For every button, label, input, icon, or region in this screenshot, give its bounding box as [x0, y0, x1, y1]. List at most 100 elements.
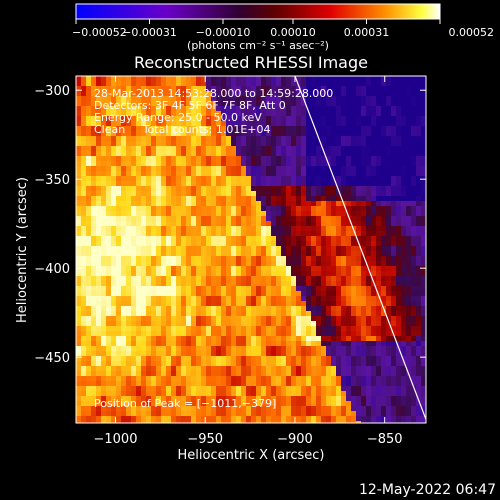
heatmap-cell [246, 116, 252, 122]
heatmap-cell [236, 311, 242, 317]
heatmap-cell [121, 161, 127, 167]
heatmap-cell [301, 216, 307, 222]
heatmap-cell [351, 386, 357, 392]
heatmap-cell [421, 241, 426, 247]
heatmap-cell [356, 276, 362, 282]
heatmap-cell [231, 416, 237, 422]
heatmap-cell [286, 206, 292, 212]
heatmap-cell [296, 151, 302, 157]
heatmap-cell [331, 86, 337, 92]
heatmap-cell [406, 101, 412, 107]
heatmap-cell [201, 181, 207, 187]
heatmap-cell [171, 236, 177, 242]
heatmap-cell [281, 396, 287, 402]
heatmap-cell [321, 246, 327, 252]
heatmap-cell [146, 281, 152, 287]
heatmap-cell [286, 266, 292, 272]
heatmap-cell [406, 346, 412, 352]
heatmap-cell [216, 196, 222, 202]
heatmap-cell [136, 196, 142, 202]
heatmap-cell [221, 331, 227, 337]
heatmap-cell [266, 386, 272, 392]
heatmap-cell [116, 131, 122, 137]
heatmap-cell [376, 391, 382, 397]
heatmap-cell [371, 306, 377, 312]
heatmap-cell [331, 101, 337, 107]
heatmap-cell [256, 146, 262, 152]
heatmap-cell [101, 201, 107, 207]
heatmap-cell [126, 336, 132, 342]
heatmap-cell [241, 361, 247, 367]
heatmap-cell [121, 106, 127, 112]
heatmap-cell [156, 351, 162, 357]
heatmap-cell [346, 176, 352, 182]
heatmap-cell [291, 271, 297, 277]
heatmap-cell [201, 206, 207, 212]
heatmap-cell [286, 211, 292, 217]
heatmap-cell [341, 151, 347, 157]
heatmap-cell [186, 341, 192, 347]
heatmap-cell [141, 146, 147, 152]
heatmap-cell [136, 221, 142, 227]
heatmap-cell [286, 231, 292, 237]
heatmap-cell [196, 96, 202, 102]
heatmap-cell [101, 301, 107, 307]
heatmap-cell [416, 411, 422, 417]
heatmap-cell [291, 336, 297, 342]
heatmap-cell [296, 371, 302, 377]
heatmap-cell [126, 176, 132, 182]
heatmap-cell [376, 136, 382, 142]
heatmap-cell [301, 276, 307, 282]
heatmap-cell [246, 356, 252, 362]
heatmap-cell [186, 221, 192, 227]
heatmap-cell [181, 421, 187, 423]
heatmap-cell [256, 376, 262, 382]
heatmap-cell [91, 256, 97, 262]
heatmap-cell [171, 86, 177, 92]
heatmap-cell [86, 131, 92, 137]
heatmap-cell [101, 176, 107, 182]
heatmap-cell [106, 116, 112, 122]
heatmap-cell [336, 231, 342, 237]
heatmap-cell [146, 261, 152, 267]
heatmap-cell [326, 171, 332, 177]
heatmap-cell [251, 166, 257, 172]
heatmap-cell [151, 326, 157, 332]
heatmap-cell [296, 346, 302, 352]
heatmap-cell [366, 336, 372, 342]
heatmap-cell [371, 271, 377, 277]
heatmap-cell [336, 191, 342, 197]
heatmap-cell [236, 411, 242, 417]
heatmap-cell [231, 246, 237, 252]
heatmap-cell [291, 296, 297, 302]
heatmap-cell [206, 131, 212, 137]
heatmap-cell [216, 386, 222, 392]
heatmap-cell [176, 291, 182, 297]
heatmap-cell [286, 351, 292, 357]
heatmap-cell [151, 161, 157, 167]
heatmap-cell [186, 331, 192, 337]
heatmap-cell [186, 261, 192, 267]
heatmap-cell [421, 361, 426, 367]
heatmap-cell [351, 141, 357, 147]
heatmap-cell [221, 386, 227, 392]
heatmap-cell [341, 211, 347, 217]
heatmap-cell [396, 221, 402, 227]
heatmap-cell [341, 271, 347, 277]
heatmap-cell [146, 96, 152, 102]
heatmap-cell [256, 316, 262, 322]
heatmap-cell [371, 176, 377, 182]
heatmap-cell [176, 381, 182, 387]
heatmap-cell [191, 136, 197, 142]
heatmap-cell [351, 201, 357, 207]
heatmap-cell [116, 321, 122, 327]
heatmap-cell [226, 131, 232, 137]
heatmap-cell [391, 381, 397, 387]
heatmap-cell [371, 191, 377, 197]
heatmap-cell [281, 166, 287, 172]
heatmap-cell [321, 146, 327, 152]
heatmap-cell [116, 161, 122, 167]
heatmap-cell [221, 91, 227, 97]
heatmap-cell [186, 161, 192, 167]
heatmap-cell [141, 291, 147, 297]
